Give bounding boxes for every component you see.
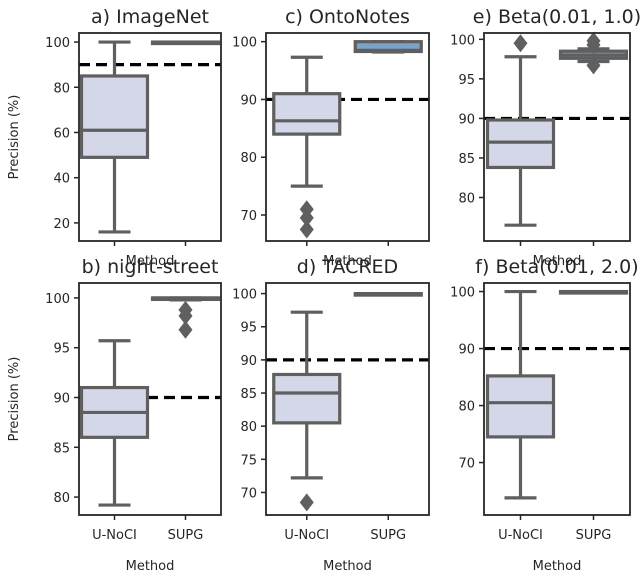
y-tick-label: 85 [53,441,70,456]
box-supg [353,292,423,297]
y-tick-label: 90 [53,392,70,407]
y-tick-label: 90 [458,112,475,127]
y-tick-label: 60 [53,126,70,141]
box-supg [353,40,423,54]
outlier-marker [586,31,601,50]
box-unoci [485,289,556,500]
axes-frame [483,282,631,516]
x-axis-label: Method [126,559,175,574]
y-tick-label: 80 [240,420,257,435]
y-tick-label: 90 [458,343,475,358]
y-tick-label: 95 [458,73,475,88]
x-axis-label: Method [533,559,582,574]
x-tick-label: SUPG [576,528,612,543]
axes-frame [265,282,430,516]
iqr-box [272,92,342,136]
outlier-marker [178,320,193,339]
box-unoci [272,55,342,239]
axes-frame [265,32,430,242]
panel-f: f) Beta(0.01, 2.0) 70 80 90 100 U-NoCI SUPG Met… [450,256,639,574]
y-tick-label: 70 [240,209,257,224]
box-supg [558,289,629,295]
iqr-box [272,372,342,425]
box-supg [150,40,221,46]
y-tick-label: 80 [53,491,70,506]
y-tick-label: 80 [458,400,475,415]
panel-b: b) night-street 80 85 90 95 100 U-NoCI SUPG Meth… [7,256,222,574]
axes-frame [78,282,222,516]
y-tick-label: 90 [240,93,257,108]
y-tick-label: 80 [458,192,475,207]
axes-frame [483,32,631,242]
box-unoci [272,310,342,512]
panel-title: f) Beta(0.01, 2.0) [475,256,638,278]
y-tick-label: 100 [45,36,70,51]
box-unoci [485,34,556,227]
x-tick-label: U-NoCI [284,528,329,543]
outlier-marker [586,56,601,75]
iqr-box [485,374,556,439]
y-axis-label: Precision (%) [7,95,22,180]
y-tick-label: 40 [53,172,70,187]
axes-frame [78,32,222,242]
y-tick-label: 100 [232,288,257,303]
outlier-marker [299,208,314,227]
outlier-marker [299,220,314,239]
y-tick-label: 100 [45,292,70,307]
y-tick-label: 100 [450,33,475,48]
y-tick-label: 90 [240,354,257,369]
y-tick-label: 20 [53,217,70,232]
y-tick-label: 70 [458,457,475,472]
outlier-marker [513,34,528,53]
y-tick-label: 95 [240,321,257,336]
panel-title: e) Beta(0.01, 1.0) [473,6,641,28]
x-tick-label: SUPG [370,528,406,543]
y-tick-label: 75 [240,453,257,468]
box-supg [150,296,221,339]
box-supg [558,31,629,75]
x-axis-label: Method [126,254,175,269]
panel-title: d) TACRED [297,256,398,278]
panel-c: c) OntoNotes 70 80 90 100 Method [232,6,430,269]
y-tick-label: 85 [240,387,257,402]
x-axis-label: Method [533,254,582,269]
box-unoci [79,40,150,234]
x-axis-label: Method [323,559,372,574]
x-tick-label: U-NoCI [92,528,137,543]
panel-d: d) TACRED 70 75 80 85 90 95 100 U-NoCI SUPG Method [232,256,430,574]
panel-title: a) ImageNet [91,6,209,28]
panel-title: b) night-street [82,256,219,278]
box-unoci [79,339,150,507]
y-tick-label: 95 [53,342,70,357]
y-tick-label: 100 [450,286,475,301]
x-tick-label: SUPG [168,528,204,543]
y-tick-label: 80 [240,151,257,166]
panel-a: a) ImageNet 20 40 60 80 100 Method Precision (%… [7,6,222,269]
iqr-box [79,74,150,159]
y-tick-label: 80 [53,81,70,96]
x-axis-label: Method [323,254,372,269]
x-tick-label: U-NoCI [498,528,543,543]
y-tick-label: 85 [458,152,475,167]
y-tick-label: 70 [240,486,257,501]
y-tick-label: 100 [232,36,257,51]
outlier-marker [178,306,193,325]
panel-e: e) Beta(0.01, 1.0) 80 85 90 95 100 Method [450,6,641,269]
panel-title: c) OntoNotes [285,6,410,28]
outlier-marker [299,493,314,512]
y-axis-label: Precision (%) [7,357,22,442]
